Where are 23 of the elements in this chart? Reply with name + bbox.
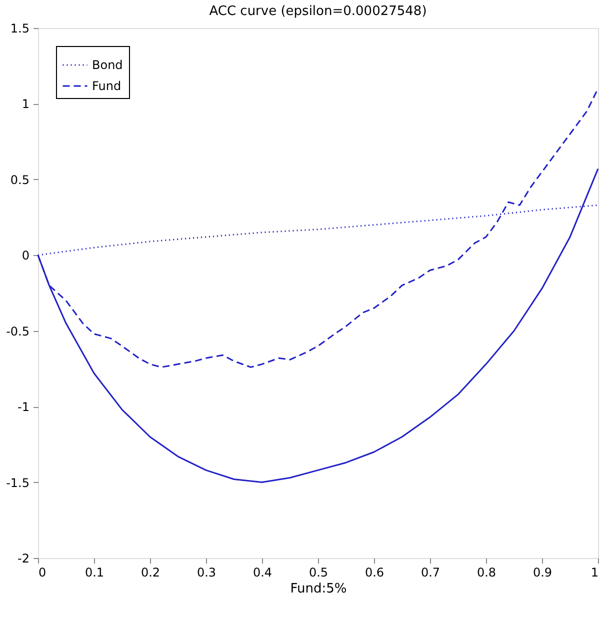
x-tick-label: 0.8	[476, 566, 496, 580]
y-tick-label: -2	[18, 552, 30, 566]
legend-label: Fund	[92, 79, 122, 93]
x-tick-label: 0	[38, 566, 46, 580]
x-tick-label: 1	[590, 566, 598, 580]
x-tick-label: 0.5	[308, 566, 328, 580]
legend-label: Bond	[92, 58, 123, 72]
x-tick-label: 0.2	[140, 566, 160, 580]
x-tick-label: 0.9	[532, 566, 552, 580]
y-tick-label: 0.5	[10, 172, 30, 187]
x-tick-label: 0.1	[84, 566, 104, 580]
y-tick-label: 1.5	[10, 22, 30, 36]
x-tick-label: 0.6	[364, 566, 384, 580]
y-tick-label: -1	[18, 400, 30, 414]
x-tick-label: 0.3	[196, 566, 216, 580]
y-tick-label: -0.5	[6, 324, 30, 338]
chart-title: ACC curve (epsilon=0.00027548)	[209, 4, 427, 19]
y-tick-label: 0	[22, 248, 30, 263]
x-axis-title: Fund:5%	[290, 582, 347, 596]
y-tick-label: -1.5	[6, 476, 30, 490]
y-tick-label: 1	[22, 97, 30, 112]
x-tick-label: 0.7	[420, 566, 440, 580]
x-tick-label: 0.4	[252, 566, 272, 580]
